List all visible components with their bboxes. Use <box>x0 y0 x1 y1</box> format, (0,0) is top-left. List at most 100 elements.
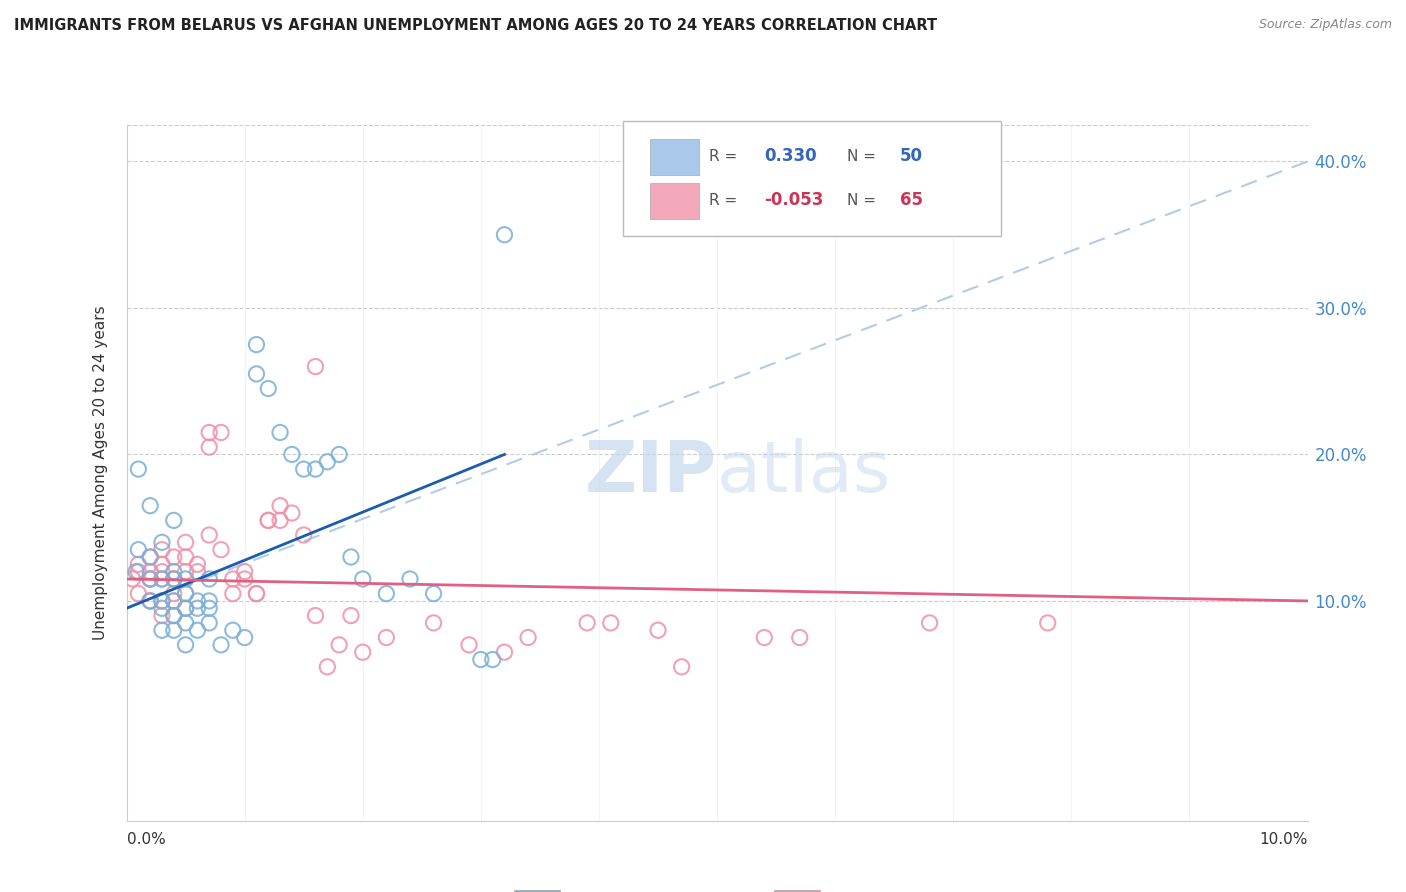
Point <box>576 615 599 630</box>
Point <box>127 586 149 600</box>
Point <box>150 608 173 623</box>
Point <box>139 499 162 513</box>
Point <box>150 572 173 586</box>
Point <box>163 594 186 608</box>
Point <box>139 594 162 608</box>
Point <box>470 652 492 666</box>
Point <box>375 631 398 645</box>
Point <box>174 615 197 630</box>
Point <box>304 462 326 476</box>
Point <box>375 586 398 600</box>
Text: IMMIGRANTS FROM BELARUS VS AFGHAN UNEMPLOYMENT AMONG AGES 20 TO 24 YEARS CORRELA: IMMIGRANTS FROM BELARUS VS AFGHAN UNEMPL… <box>14 18 938 33</box>
Point <box>233 572 256 586</box>
Point <box>186 565 208 579</box>
Point <box>918 615 941 630</box>
Point <box>222 572 245 586</box>
Point <box>269 425 291 440</box>
Text: ZIP: ZIP <box>585 438 717 508</box>
Point <box>186 601 208 615</box>
Point <box>163 608 186 623</box>
Point <box>304 608 326 623</box>
Point <box>163 594 186 608</box>
Point <box>209 425 232 440</box>
Point <box>340 549 363 564</box>
Point <box>316 660 339 674</box>
Point <box>257 513 280 527</box>
Point <box>222 586 245 600</box>
Text: 65: 65 <box>900 191 924 209</box>
Point <box>186 558 208 572</box>
Point <box>174 572 197 586</box>
Point <box>1036 615 1059 630</box>
Point <box>174 586 197 600</box>
Point <box>399 572 422 586</box>
Text: R =: R = <box>709 149 742 164</box>
Point <box>198 425 221 440</box>
Point <box>150 594 173 608</box>
Point <box>233 565 256 579</box>
Point <box>139 572 162 586</box>
Point <box>174 638 197 652</box>
Point <box>163 608 186 623</box>
Point <box>150 558 173 572</box>
Text: Source: ZipAtlas.com: Source: ZipAtlas.com <box>1258 18 1392 31</box>
FancyBboxPatch shape <box>650 139 699 175</box>
Point <box>186 594 208 608</box>
Point <box>127 558 149 572</box>
Point <box>163 572 186 586</box>
Point <box>328 447 350 461</box>
Text: -0.053: -0.053 <box>765 191 824 209</box>
Point <box>481 652 503 666</box>
Point <box>245 586 267 600</box>
Point <box>422 586 444 600</box>
Point <box>304 359 326 374</box>
Text: 50: 50 <box>900 147 924 165</box>
Point <box>139 572 162 586</box>
Point <box>209 542 232 557</box>
Point <box>139 572 162 586</box>
Point <box>458 638 481 652</box>
Point <box>139 594 162 608</box>
Point <box>150 565 173 579</box>
Point <box>174 549 197 564</box>
Point <box>316 455 339 469</box>
Point <box>163 572 186 586</box>
Point <box>754 631 776 645</box>
Point <box>517 631 540 645</box>
Point <box>245 337 267 351</box>
FancyBboxPatch shape <box>773 890 820 892</box>
Point <box>222 624 245 638</box>
Point <box>257 382 280 396</box>
Point <box>292 528 315 542</box>
Text: N =: N = <box>846 149 880 164</box>
FancyBboxPatch shape <box>515 890 560 892</box>
Point <box>127 542 149 557</box>
Point <box>163 513 186 527</box>
Point <box>174 586 197 600</box>
Point <box>292 462 315 476</box>
Point <box>198 594 221 608</box>
Point <box>163 549 186 564</box>
Point <box>150 594 173 608</box>
Point <box>494 645 516 659</box>
Point <box>186 624 208 638</box>
Point <box>198 528 221 542</box>
Point <box>139 565 162 579</box>
Point <box>269 513 291 527</box>
Point <box>174 601 197 615</box>
Point <box>174 535 197 549</box>
Point <box>269 499 291 513</box>
Point <box>789 631 811 645</box>
FancyBboxPatch shape <box>650 183 699 219</box>
Point <box>257 513 280 527</box>
Point <box>198 601 221 615</box>
Point <box>150 572 173 586</box>
Point <box>174 601 197 615</box>
Point <box>139 549 162 564</box>
Point <box>139 594 162 608</box>
Point <box>121 572 143 586</box>
Point <box>209 638 232 652</box>
Text: 10.0%: 10.0% <box>1260 832 1308 847</box>
Point <box>198 440 221 454</box>
Point <box>422 615 444 630</box>
